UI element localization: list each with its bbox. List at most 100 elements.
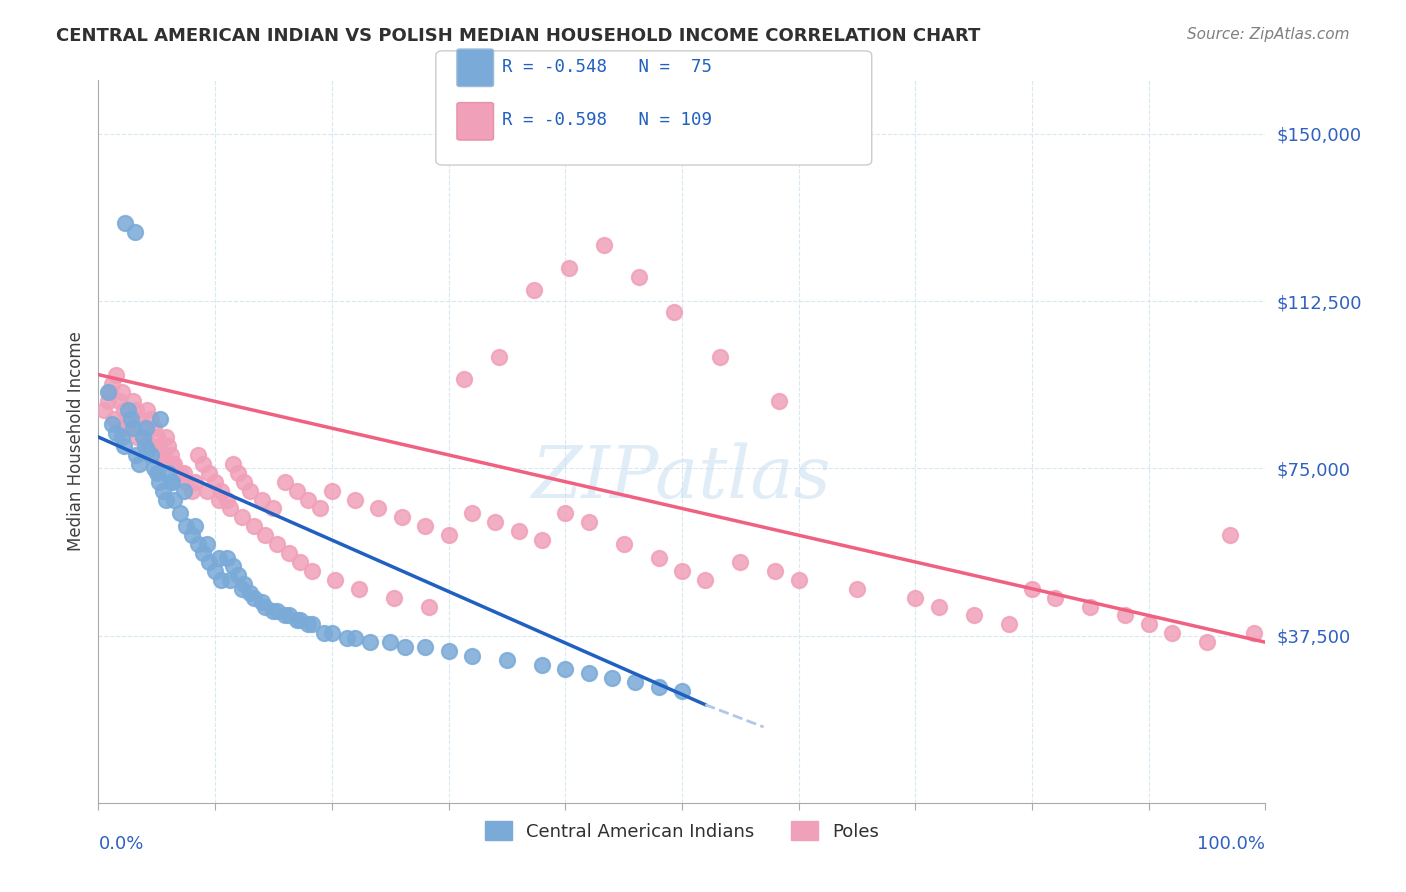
Point (187, 537, 209, 551)
Point (104, 425, 127, 440)
Point (297, 617, 319, 632)
Point (114, 216, 136, 230)
Point (413, 640, 436, 654)
Point (382, 591, 405, 605)
Point (219, 501, 242, 516)
Point (1114, 608, 1136, 623)
Point (262, 501, 284, 516)
Point (143, 421, 166, 435)
Point (136, 443, 159, 458)
Point (600, 671, 623, 685)
Point (215, 492, 238, 507)
Point (120, 421, 142, 435)
Point (125, 403, 148, 417)
Point (233, 577, 256, 591)
Point (277, 608, 299, 623)
Point (125, 448, 148, 462)
Point (274, 608, 297, 623)
Point (344, 492, 367, 507)
Point (139, 412, 162, 426)
Point (254, 599, 277, 614)
Point (193, 546, 215, 560)
Point (709, 350, 731, 364)
Point (180, 528, 202, 542)
Point (627, 269, 650, 284)
Point (233, 475, 256, 489)
Point (612, 537, 634, 551)
Text: 100.0%: 100.0% (1198, 835, 1265, 854)
Point (347, 582, 370, 596)
Text: CENTRAL AMERICAN INDIAN VS POLISH MEDIAN HOUSEHOLD INCOME CORRELATION CHART: CENTRAL AMERICAN INDIAN VS POLISH MEDIAN… (56, 27, 980, 45)
Point (461, 506, 484, 520)
Point (93, 403, 115, 417)
Point (484, 515, 506, 529)
Point (309, 501, 332, 516)
Point (108, 394, 131, 409)
Point (209, 483, 232, 498)
Point (380, 635, 402, 649)
Point (394, 640, 416, 654)
Point (128, 412, 150, 426)
Point (143, 461, 166, 475)
Point (173, 483, 195, 498)
Point (321, 483, 343, 498)
Point (730, 555, 752, 569)
Point (204, 475, 226, 489)
Point (904, 591, 927, 605)
Point (155, 492, 177, 507)
Point (671, 564, 693, 578)
Point (120, 412, 142, 426)
Point (134, 430, 156, 444)
Point (301, 617, 323, 632)
Point (134, 439, 156, 453)
Point (228, 466, 250, 480)
Point (624, 675, 647, 690)
Point (204, 564, 226, 578)
Point (169, 506, 191, 520)
Point (104, 368, 127, 382)
Point (242, 519, 264, 533)
Point (159, 448, 181, 462)
Point (122, 421, 145, 435)
Point (148, 475, 170, 489)
Point (215, 550, 238, 565)
Point (160, 475, 183, 489)
Point (112, 403, 135, 417)
Point (359, 635, 381, 649)
Point (1137, 617, 1160, 632)
Point (157, 439, 180, 453)
Point (530, 657, 553, 672)
Point (1080, 599, 1102, 614)
Point (1197, 635, 1219, 649)
Point (231, 510, 253, 524)
Point (290, 613, 312, 627)
Point (128, 457, 150, 471)
Point (135, 421, 157, 435)
Point (297, 492, 319, 507)
Point (146, 466, 169, 480)
Point (125, 430, 148, 444)
Point (250, 492, 273, 507)
Point (207, 550, 229, 565)
Point (231, 582, 253, 596)
Point (453, 372, 475, 386)
Point (117, 403, 139, 417)
Point (103, 412, 125, 426)
Point (557, 260, 579, 275)
Point (391, 510, 413, 524)
Point (323, 573, 346, 587)
Point (242, 591, 264, 605)
Point (132, 421, 155, 435)
Point (228, 568, 250, 582)
Point (266, 604, 288, 618)
Point (148, 439, 170, 453)
Point (768, 394, 790, 409)
Point (187, 448, 209, 462)
Point (138, 439, 160, 453)
Point (163, 492, 186, 507)
Point (149, 448, 172, 462)
Point (195, 483, 218, 498)
Point (488, 350, 510, 364)
Point (266, 537, 288, 551)
Point (554, 506, 576, 520)
